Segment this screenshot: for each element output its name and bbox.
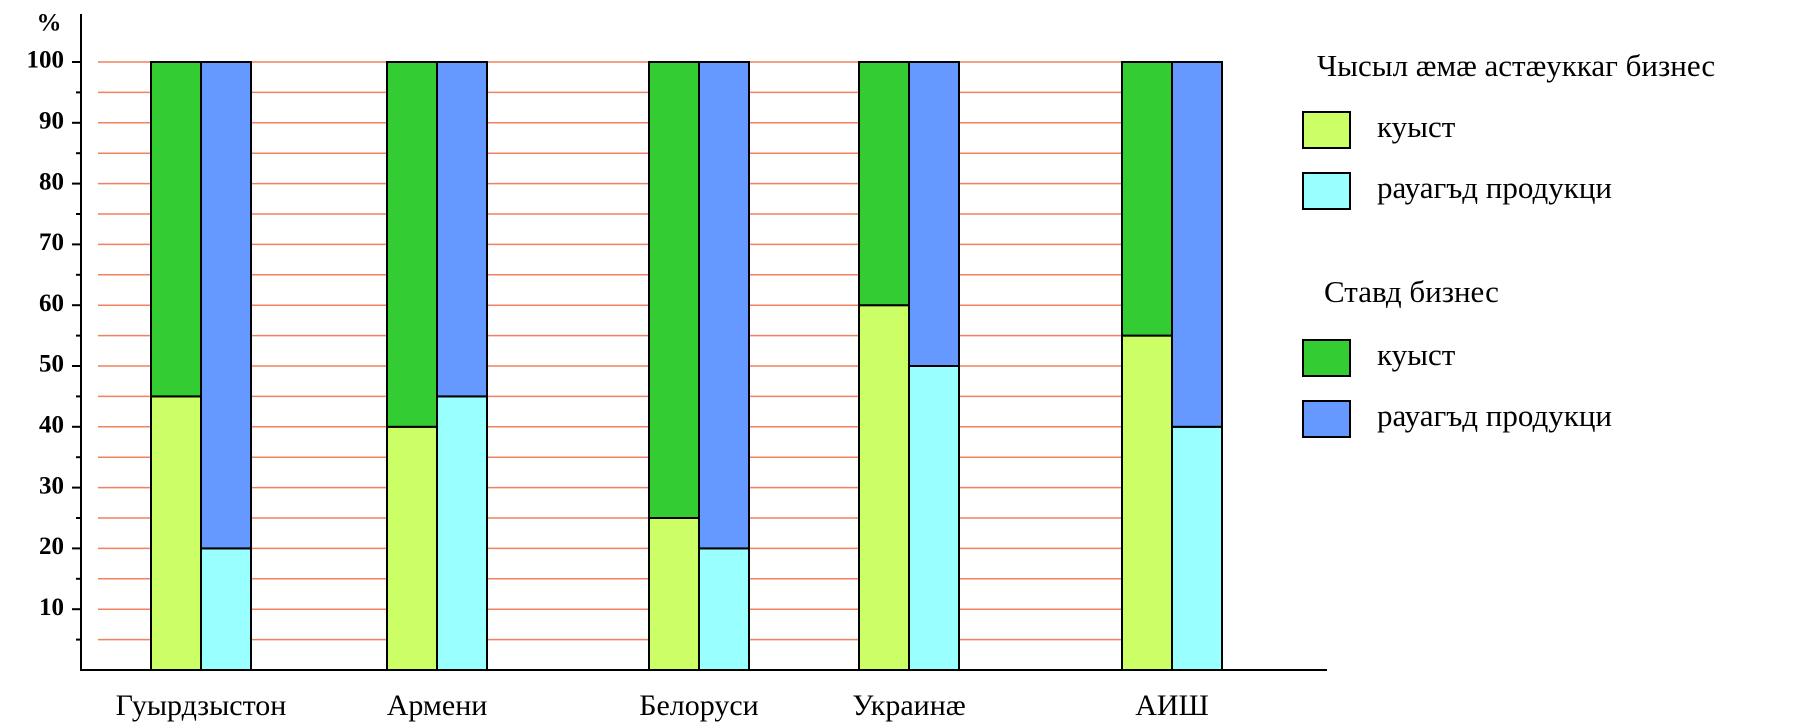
bar-segment [386, 425, 438, 671]
legend-label: куыст [1377, 337, 1456, 372]
bar-segment [150, 61, 202, 398]
x-tick-label: Армени [387, 689, 488, 722]
bar-segment [200, 61, 252, 550]
y-tick-label: 80 [39, 168, 64, 195]
bar-segment [648, 61, 700, 519]
y-tick-label: 30 [39, 472, 64, 499]
bar-segment [698, 547, 750, 672]
bar-segment [698, 61, 750, 550]
bar-segment [150, 395, 202, 671]
legend-heading: Чысыл æмæ астæуккаг бизнес [1317, 48, 1715, 83]
y-tick-label: 50 [39, 351, 64, 378]
y-axis-label: % [37, 10, 62, 37]
bar-segment [908, 365, 960, 671]
bar-segment [1121, 334, 1173, 671]
legend-label: рауагъд продукци [1377, 398, 1612, 433]
legend-swatch [1302, 339, 1351, 377]
bar-segment [1171, 425, 1223, 671]
x-tick-label: АИШ [1135, 689, 1209, 722]
bar-segment [1121, 61, 1173, 337]
legend-heading: Ставд бизнес [1324, 274, 1499, 309]
x-tick-label: Белоруси [639, 689, 759, 722]
bar-segment [908, 61, 960, 367]
legend-swatch [1302, 172, 1351, 210]
y-tick-label: 20 [39, 533, 64, 560]
bar-segment [436, 395, 488, 671]
bar-segment [436, 61, 488, 398]
legend-swatch [1302, 400, 1351, 438]
y-tick-label: 10 [39, 594, 64, 621]
legend-swatch [1302, 111, 1351, 149]
bar-segment [1171, 61, 1223, 428]
y-tick-label: 100 [27, 47, 65, 74]
bar-segment [858, 304, 910, 671]
y-tick-label: 60 [39, 290, 64, 317]
x-tick-label: Украинæ [852, 689, 966, 722]
y-tick-label: 70 [39, 229, 64, 256]
x-tick-label: Гуырдзыстон [116, 689, 287, 722]
legend-label: рауагъд продукци [1377, 170, 1612, 205]
bar-segment [386, 61, 438, 428]
y-tick-label: 40 [39, 412, 64, 439]
legend-label: куыст [1377, 109, 1456, 144]
bar-segment [648, 517, 700, 671]
bar-segment [200, 547, 252, 672]
y-tick-label: 90 [39, 108, 64, 135]
bar-segment [858, 61, 910, 307]
